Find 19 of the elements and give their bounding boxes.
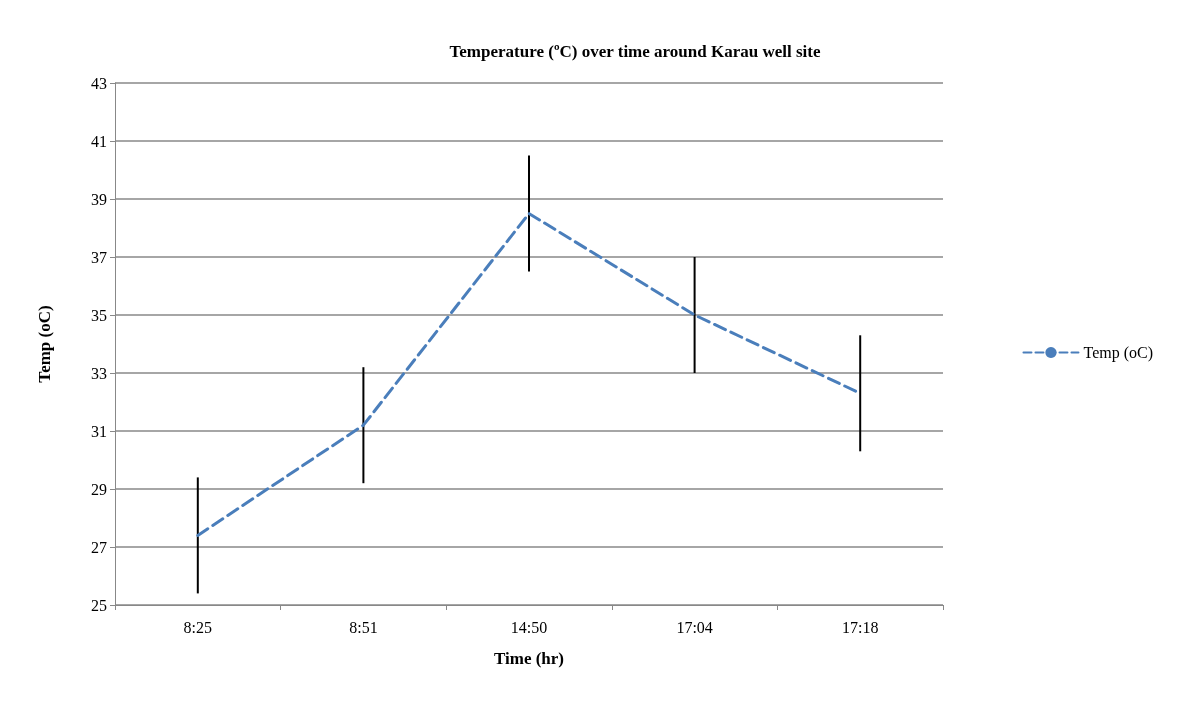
y-tick-label: 43	[91, 74, 107, 92]
y-tick-label: 29	[91, 480, 107, 498]
y-tick-label: 37	[91, 248, 107, 266]
y-axis-title: Temp (oC)	[35, 305, 54, 383]
y-tick-label: 27	[91, 538, 107, 556]
x-tick-label: 8:51	[349, 618, 378, 636]
y-tick-label: 25	[91, 596, 107, 614]
y-tick-label: 31	[91, 422, 107, 440]
x-tick-label: 17:04	[676, 618, 713, 636]
x-axis-title: Time (hr)	[493, 649, 565, 668]
y-tick-label: 39	[91, 190, 107, 208]
x-tick-label: 8:25	[183, 618, 213, 636]
y-tick-label: 41	[91, 132, 107, 150]
y-tick-label: 35	[91, 306, 107, 324]
x-tick-label: 17:18	[841, 618, 879, 636]
legend-label: Temp (oC)	[1083, 344, 1153, 362]
x-tick-label: 14:50	[510, 618, 548, 636]
chart-title: Temperature (ºC) over time around Karau well site	[449, 42, 821, 61]
y-tick-label: 33	[91, 364, 107, 382]
